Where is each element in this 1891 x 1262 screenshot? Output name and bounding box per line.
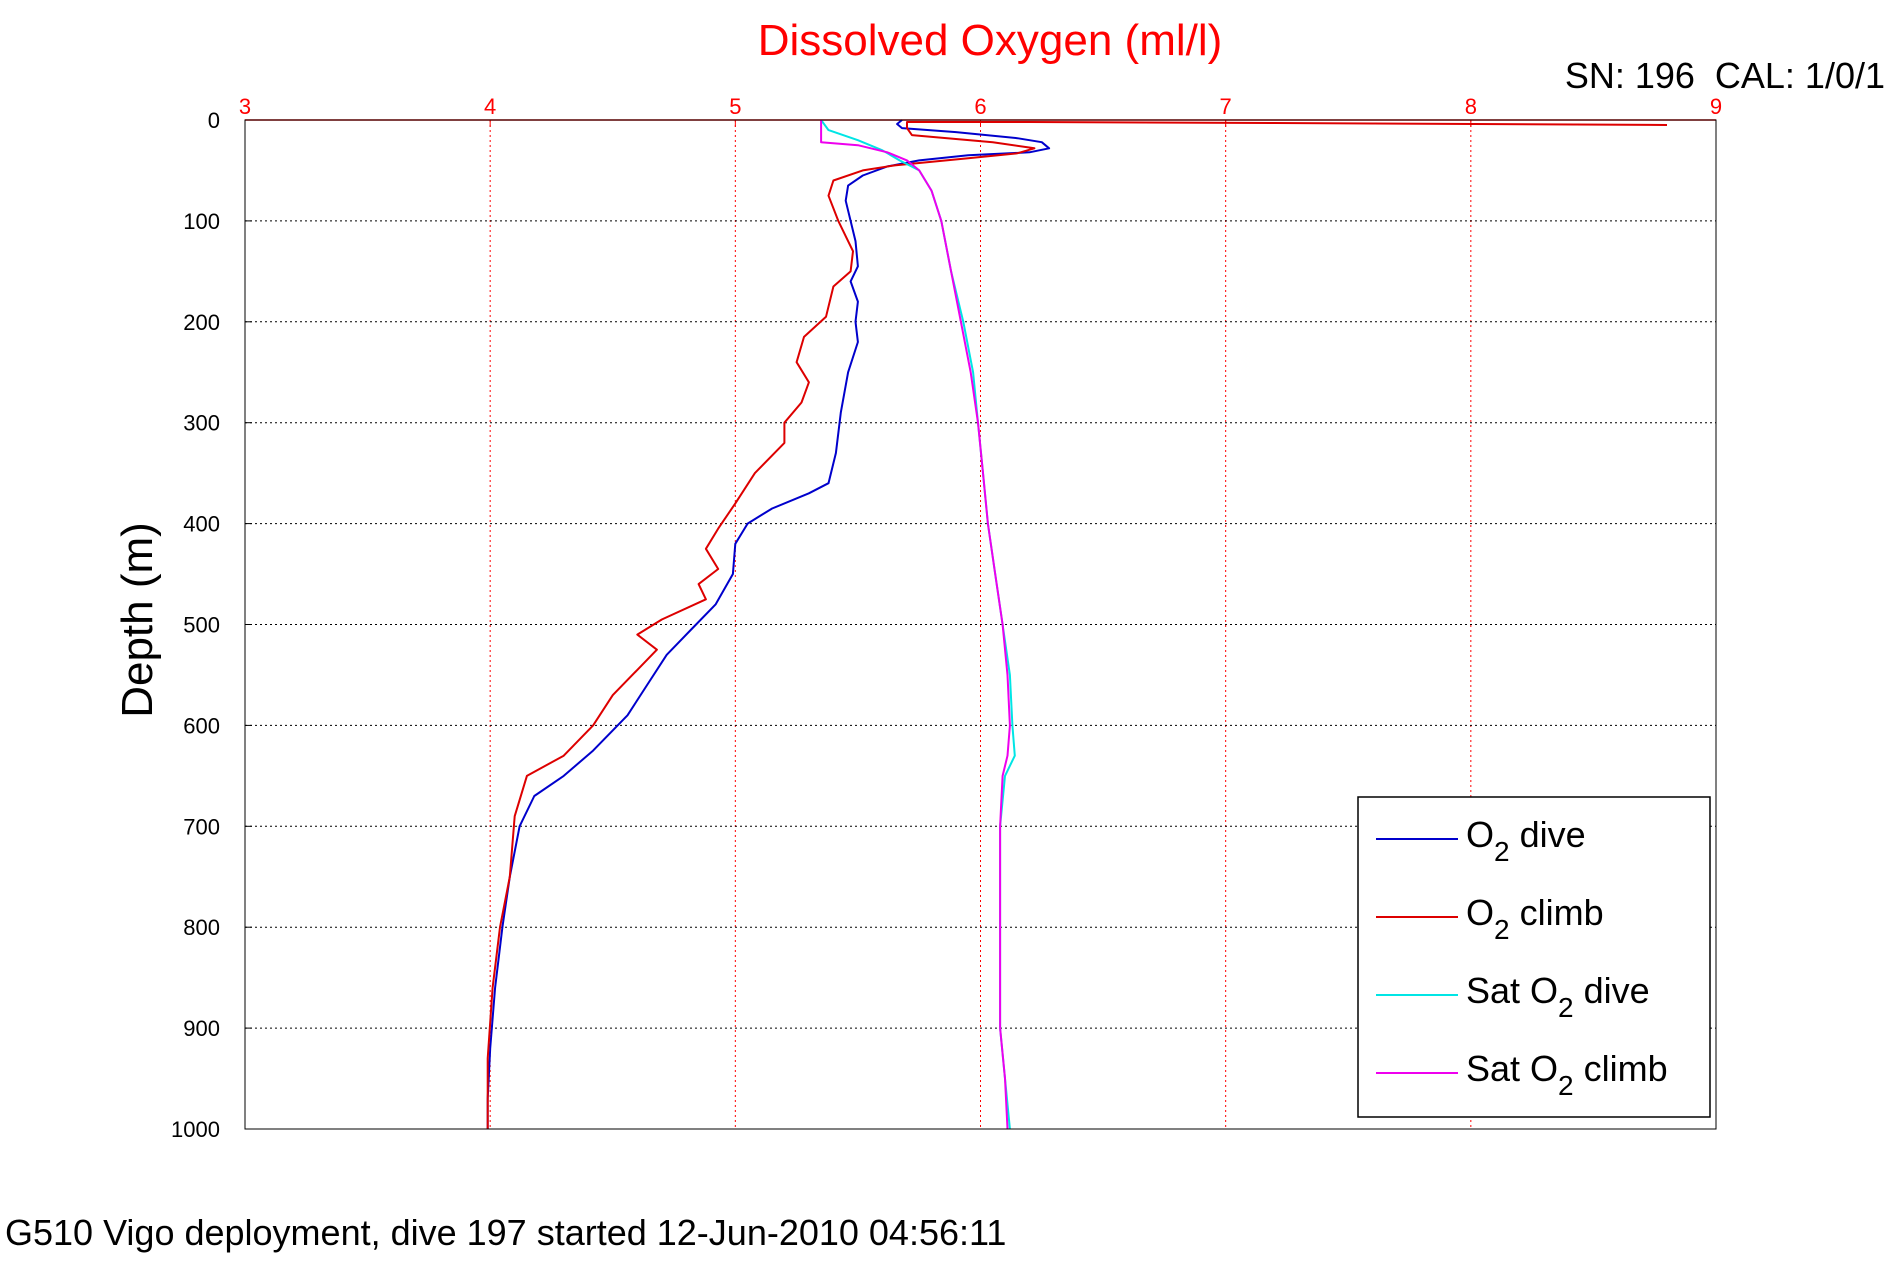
legend-text: climb (1574, 1048, 1668, 1089)
legend-label-o2-climb: O2 climb (1466, 892, 1604, 945)
legend-label-sat-o2-dive: Sat O2 dive (1466, 970, 1650, 1023)
series-line-sat-o2-climb (820, 120, 1011, 1130)
y-tick-label: 300 (183, 411, 220, 436)
legend-subscript: 2 (1494, 836, 1510, 867)
x-tick-label: 3 (239, 94, 251, 119)
y-tick-label: 800 (183, 915, 220, 940)
x-tick-label: 8 (1465, 94, 1477, 119)
y-tick-label: 700 (183, 814, 220, 839)
legend-text: dive (1510, 814, 1586, 855)
legend-subscript: 2 (1558, 1070, 1574, 1101)
legend-label-o2-dive: O2 dive (1466, 814, 1586, 867)
legend-subscript: 2 (1558, 992, 1574, 1023)
y-tick-label: 600 (183, 713, 220, 738)
legend-text: Sat O (1466, 1048, 1558, 1089)
legend-text: climb (1510, 892, 1604, 933)
x-tick-label: 7 (1220, 94, 1232, 119)
x-tick-label: 6 (974, 94, 986, 119)
y-tick-label: 1000 (171, 1117, 220, 1142)
y-tick-label: 400 (183, 512, 220, 537)
footer-caption: G510 Vigo deployment, dive 197 started 1… (5, 1212, 1006, 1253)
series-line-o2-climb (486, 121, 1668, 1129)
y-tick-label: 900 (183, 1016, 220, 1041)
y-axis-label: Depth (m) (113, 522, 162, 718)
data-series (486, 119, 1668, 1130)
y-tick-label: 200 (183, 310, 220, 335)
legend-label-sat-o2-climb: Sat O2 climb (1466, 1048, 1668, 1101)
legend-text: O (1466, 892, 1494, 933)
x-tick-label: 9 (1710, 94, 1722, 119)
x-tick-label: 5 (729, 94, 741, 119)
legend-subscript: 2 (1494, 914, 1510, 945)
y-tick-label: 500 (183, 613, 220, 638)
legend-text: O (1466, 814, 1494, 855)
chart-title: Dissolved Oxygen (ml/l) (758, 16, 1223, 65)
legend-box (1357, 796, 1711, 1118)
legend-text: Sat O (1466, 970, 1558, 1011)
y-tick-label: 100 (183, 209, 220, 234)
legend-text: dive (1574, 970, 1650, 1011)
y-tick-label: 0 (208, 108, 220, 133)
serial-calibration-label: SN: 196 CAL: 1/0/1 (1565, 55, 1885, 96)
x-tick-label: 4 (484, 94, 496, 119)
plot-frame (244, 119, 1717, 1130)
